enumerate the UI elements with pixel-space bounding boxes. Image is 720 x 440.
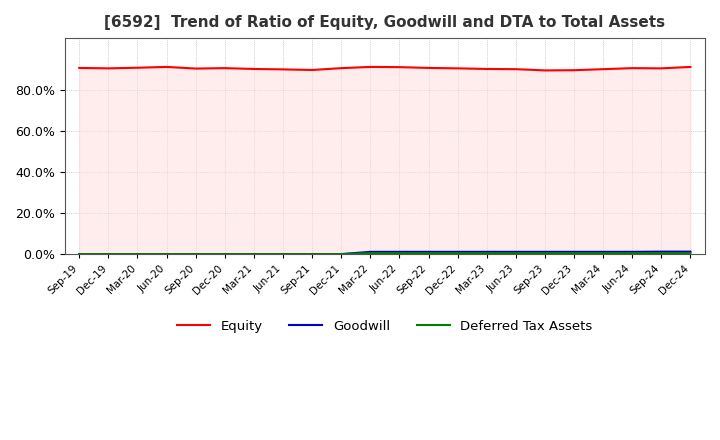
Deferred Tax Assets [454,250,462,256]
Equity [220,66,229,71]
Equity [307,67,316,73]
Line: Goodwill: Goodwill [79,252,690,254]
Goodwill [279,252,287,257]
Deferred Tax Assets [337,252,346,257]
Goodwill [395,249,404,254]
Equity [541,68,549,73]
Deferred Tax Assets [541,250,549,256]
Goodwill [454,249,462,254]
Goodwill [366,249,374,254]
Deferred Tax Assets [75,252,84,257]
Deferred Tax Assets [424,250,433,256]
Goodwill [541,249,549,254]
Goodwill [192,252,200,257]
Deferred Tax Assets [657,250,666,256]
Equity [628,66,636,71]
Equity [162,64,171,70]
Equity [366,64,374,70]
Equity [686,64,695,70]
Deferred Tax Assets [628,250,636,256]
Deferred Tax Assets [599,250,608,256]
Equity [337,66,346,71]
Deferred Tax Assets [104,252,113,257]
Deferred Tax Assets [220,252,229,257]
Goodwill [162,252,171,257]
Deferred Tax Assets [250,252,258,257]
Goodwill [250,252,258,257]
Deferred Tax Assets [482,250,491,256]
Equity [75,65,84,70]
Goodwill [657,249,666,254]
Equity [424,65,433,70]
Line: Deferred Tax Assets: Deferred Tax Assets [79,253,690,254]
Deferred Tax Assets [570,250,578,256]
Goodwill [133,252,142,257]
Goodwill [75,252,84,257]
Equity [250,66,258,72]
Goodwill [337,252,346,257]
Deferred Tax Assets [192,252,200,257]
Line: Equity: Equity [79,67,690,70]
Goodwill [424,249,433,254]
Goodwill [482,249,491,254]
Equity [192,66,200,71]
Goodwill [570,249,578,254]
Equity [657,66,666,71]
Deferred Tax Assets [279,252,287,257]
Deferred Tax Assets [511,250,520,256]
Equity [454,66,462,71]
Deferred Tax Assets [162,252,171,257]
Equity [570,68,578,73]
Equity [395,65,404,70]
Legend: Equity, Goodwill, Deferred Tax Assets: Equity, Goodwill, Deferred Tax Assets [172,315,598,338]
Goodwill [511,249,520,254]
Equity [133,65,142,70]
Equity [279,67,287,72]
Equity [599,66,608,72]
Deferred Tax Assets [686,250,695,256]
Equity [511,66,520,72]
Goodwill [599,249,608,254]
Equity [482,66,491,72]
Deferred Tax Assets [133,252,142,257]
Goodwill [686,249,695,254]
Goodwill [220,252,229,257]
Deferred Tax Assets [395,250,404,256]
Goodwill [628,249,636,254]
Deferred Tax Assets [307,252,316,257]
Title: [6592]  Trend of Ratio of Equity, Goodwill and DTA to Total Assets: [6592] Trend of Ratio of Equity, Goodwil… [104,15,665,30]
Goodwill [307,252,316,257]
Goodwill [104,252,113,257]
Deferred Tax Assets [366,250,374,256]
Equity [104,66,113,71]
